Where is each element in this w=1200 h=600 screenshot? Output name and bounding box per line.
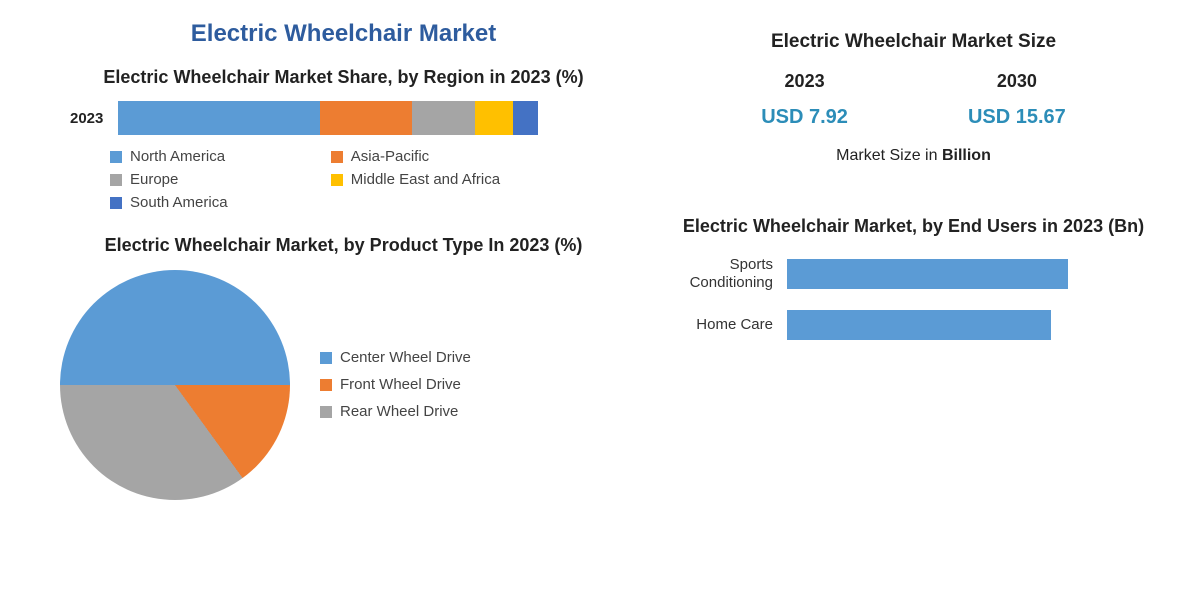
region-seg-middle-east-and-africa [475,101,513,135]
legend-item: Front Wheel Drive [320,376,471,393]
hbar [787,310,1051,340]
product-chart-title: Electric Wheelchair Market, by Product T… [30,234,657,257]
region-legend: North America Asia-Pacific Europe Middle Ea… [110,145,570,214]
legend-swatch [320,379,332,391]
end-users-title: Electric Wheelchair Market, by End Users… [657,215,1170,238]
size-value: USD 7.92 [761,106,848,129]
legend-item: South America [110,194,331,211]
product-legend: Center Wheel Drive Front Wheel Drive Rear … [320,339,471,430]
legend-label: North America [130,148,225,165]
legend-item: Europe [110,171,331,188]
market-size-unit: Market Size in Billion [657,147,1170,165]
legend-item: Rear Wheel Drive [320,403,471,420]
legend-swatch [320,352,332,364]
legend-label: South America [130,194,228,211]
region-seg-north-america [118,101,320,135]
hbar-label: Home Care [657,316,787,334]
legend-item: Center Wheel Drive [320,349,471,366]
size-value: USD 15.67 [968,106,1066,129]
region-stacked-bar [118,101,538,135]
legend-swatch [110,151,122,163]
main-title: Electric Wheelchair Market [30,20,657,48]
size-point: 2023 USD 7.92 [761,71,848,129]
hbar-row: Sports Conditioning [657,256,1170,292]
unit-prefix: Market Size in [836,147,942,164]
legend-swatch [110,197,122,209]
market-size-block: Electric Wheelchair Market Size 2023 USD … [657,30,1170,165]
region-seg-south-america [513,101,538,135]
hbar-label: Sports Conditioning [657,256,787,292]
market-size-title: Electric Wheelchair Market Size [657,30,1170,55]
legend-swatch [331,151,343,163]
region-chart-title: Electric Wheelchair Market Share, by Reg… [30,66,657,89]
region-seg-europe [412,101,475,135]
legend-swatch [110,174,122,186]
legend-label: Europe [130,171,178,188]
product-chart: Electric Wheelchair Market, by Product T… [30,234,657,499]
legend-item: North America [110,148,331,165]
size-point: 2030 USD 15.67 [968,71,1066,129]
hbar-track [787,310,1170,340]
region-row-label: 2023 [70,110,103,127]
legend-label: Middle East and Africa [351,171,500,188]
legend-swatch [320,406,332,418]
legend-label: Rear Wheel Drive [340,403,458,420]
hbar [787,259,1068,289]
legend-swatch [331,174,343,186]
size-year: 2023 [761,71,848,92]
legend-item: Middle East and Africa [331,171,552,188]
legend-label: Asia-Pacific [351,148,429,165]
legend-item: Asia-Pacific [331,148,552,165]
end-users-chart: Electric Wheelchair Market, by End Users… [657,215,1170,358]
region-seg-asia-pacific [320,101,412,135]
unit-bold: Billion [942,147,991,164]
legend-label: Front Wheel Drive [340,376,461,393]
legend-label: Center Wheel Drive [340,349,471,366]
hbar-track [787,259,1170,289]
size-year: 2030 [968,71,1066,92]
hbar-row: Home Care [657,310,1170,340]
product-pie [60,270,290,500]
region-chart: Electric Wheelchair Market Share, by Reg… [30,66,657,214]
